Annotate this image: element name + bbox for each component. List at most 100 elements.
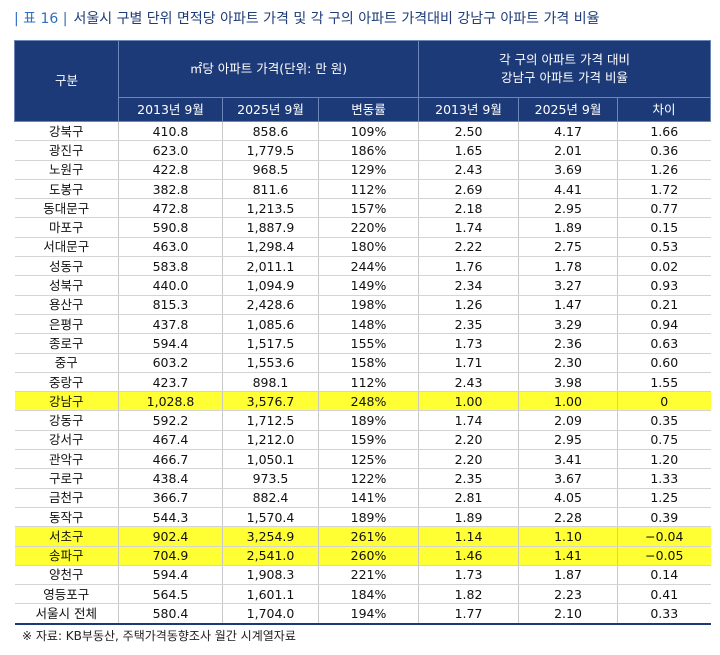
cell: 1,553.6: [222, 353, 319, 373]
cell: 0.60: [616, 353, 711, 373]
table-row: 마포구 590.8 1,887.9 220% 1.74 1.89 0.15: [14, 217, 711, 238]
row-label: 강서구: [14, 430, 119, 451]
cell: 1.71: [418, 353, 519, 373]
cell: 1,050.1: [222, 449, 319, 470]
table-row: 도봉구 382.8 811.6 112% 2.69 4.41 1.72: [14, 179, 711, 200]
row-label: 금천구: [14, 488, 119, 508]
row-label: 성동구: [14, 256, 119, 277]
row-label: 관악구: [14, 449, 119, 470]
row-label: 노원구: [14, 160, 119, 180]
header-row: 구분 ㎡당 아파트 가격(단위: 만 원) 각 구의 아파트 가격 대비 강남구…: [14, 40, 712, 122]
cell: 1,298.4: [222, 237, 319, 258]
cell: 564.5: [118, 584, 223, 605]
cell: 2.20: [418, 430, 519, 451]
cell: 1.89: [418, 507, 519, 528]
cell: 898.1: [222, 372, 319, 393]
group-header: ㎡당 아파트 가격(단위: 만 원): [118, 40, 419, 98]
cell: 180%: [318, 237, 419, 258]
table-row: 노원구 422.8 968.5 129% 2.43 3.69 1.26: [14, 160, 711, 180]
table-row: 동대문구 472.8 1,213.5 157% 2.18 2.95 0.77: [14, 198, 711, 219]
cell: 1.20: [616, 449, 711, 470]
cell: 968.5: [222, 160, 319, 180]
column-header: 변동률: [318, 97, 419, 122]
cell: 973.5: [222, 468, 319, 489]
cell: 463.0: [118, 237, 223, 258]
row-label: 광진구: [14, 140, 119, 161]
cell: 0.15: [616, 217, 711, 238]
row-label: 서울시 전체: [14, 603, 119, 625]
cell: 1.74: [418, 410, 519, 431]
table-row: 강남구 1,028.8 3,576.7 248% 1.00 1.00 0: [14, 391, 711, 412]
cell: 198%: [318, 295, 419, 315]
cell: 0.21: [616, 295, 711, 315]
row-label: 서대문구: [14, 237, 119, 258]
cell: 815.3: [118, 295, 223, 315]
cell: 125%: [318, 449, 419, 470]
cell: 592.2: [118, 410, 223, 431]
table-row: 양천구 594.4 1,908.3 221% 1.73 1.87 0.14: [14, 565, 711, 586]
cell: 603.2: [118, 353, 223, 373]
table-row: 서대문구 463.0 1,298.4 180% 2.22 2.75 0.53: [14, 237, 711, 258]
cell: 594.4: [118, 333, 223, 354]
cell: 3.29: [518, 314, 618, 335]
table-row: 영등포구 564.5 1,601.1 184% 1.82 2.23 0.41: [14, 584, 711, 605]
cell: 1.87: [518, 565, 618, 586]
cell: 590.8: [118, 217, 223, 238]
cell: 583.8: [118, 256, 223, 277]
cell: 1.65: [418, 140, 519, 161]
cell: 1,601.1: [222, 584, 319, 605]
cell: 0.94: [616, 314, 711, 335]
cell: 438.4: [118, 468, 223, 489]
cell: 184%: [318, 584, 419, 605]
cell: 189%: [318, 410, 419, 431]
row-label: 중랑구: [14, 372, 119, 393]
cell: 1,085.6: [222, 314, 319, 335]
cell: 1,908.3: [222, 565, 319, 586]
table-row: 강동구 592.2 1,712.5 189% 1.74 2.09 0.35: [14, 410, 711, 431]
cell: 3,254.9: [222, 526, 319, 547]
cell: 155%: [318, 333, 419, 354]
cell: 4.17: [518, 121, 618, 142]
cell: 0.75: [616, 430, 711, 451]
cell: 2.30: [518, 353, 618, 373]
footnote: ※ 자료: KB부동산, 주택가격동향조사 월간 시계열자료: [22, 629, 296, 643]
cell: 2.50: [418, 121, 519, 142]
cell: 129%: [318, 160, 419, 180]
cell: 260%: [318, 546, 419, 566]
cell: 4.41: [518, 179, 618, 200]
cell: 0.77: [616, 198, 711, 219]
column-header: 2013년 9월: [118, 97, 223, 122]
cell: 4.05: [518, 488, 618, 508]
cell: 2.28: [518, 507, 618, 528]
row-label: 구로구: [14, 468, 119, 489]
table-row: 중랑구 423.7 898.1 112% 2.43 3.98 1.55: [14, 372, 711, 393]
column-header: 차이: [616, 97, 712, 122]
cell: 1.33: [616, 468, 711, 489]
cell: 141%: [318, 488, 419, 508]
cell: 0: [616, 391, 711, 412]
group-header: 각 구의 아파트 가격 대비 강남구 아파트 가격 비율: [417, 40, 712, 98]
cell: 544.3: [118, 507, 223, 528]
cell: 1.76: [418, 256, 519, 277]
cell: 2.35: [418, 314, 519, 335]
cell: 0.02: [616, 256, 711, 277]
cell: 410.8: [118, 121, 223, 142]
table-row: 은평구 437.8 1,085.6 148% 2.35 3.29 0.94: [14, 314, 711, 335]
cell: 0.36: [616, 140, 711, 161]
title-bar: | 표 16 | 서울시 구별 단위 면적당 아파트 가격 및 각 구의 아파트 …: [14, 8, 599, 28]
row-label: 용산구: [14, 295, 119, 315]
cell: 811.6: [222, 179, 319, 200]
cell: 189%: [318, 507, 419, 528]
cell: 109%: [318, 121, 419, 142]
row-label: 송파구: [14, 546, 119, 566]
cell: 261%: [318, 526, 419, 547]
cell: 2.23: [518, 584, 618, 605]
column-header: 2013년 9월: [418, 97, 519, 122]
cell: 112%: [318, 179, 419, 200]
cell: 580.4: [118, 603, 223, 625]
row-label: 서초구: [14, 526, 119, 547]
cell: 0.39: [616, 507, 711, 528]
cell: 1,028.8: [118, 391, 223, 412]
cell: 2.95: [518, 430, 618, 451]
cell: 2.22: [418, 237, 519, 258]
